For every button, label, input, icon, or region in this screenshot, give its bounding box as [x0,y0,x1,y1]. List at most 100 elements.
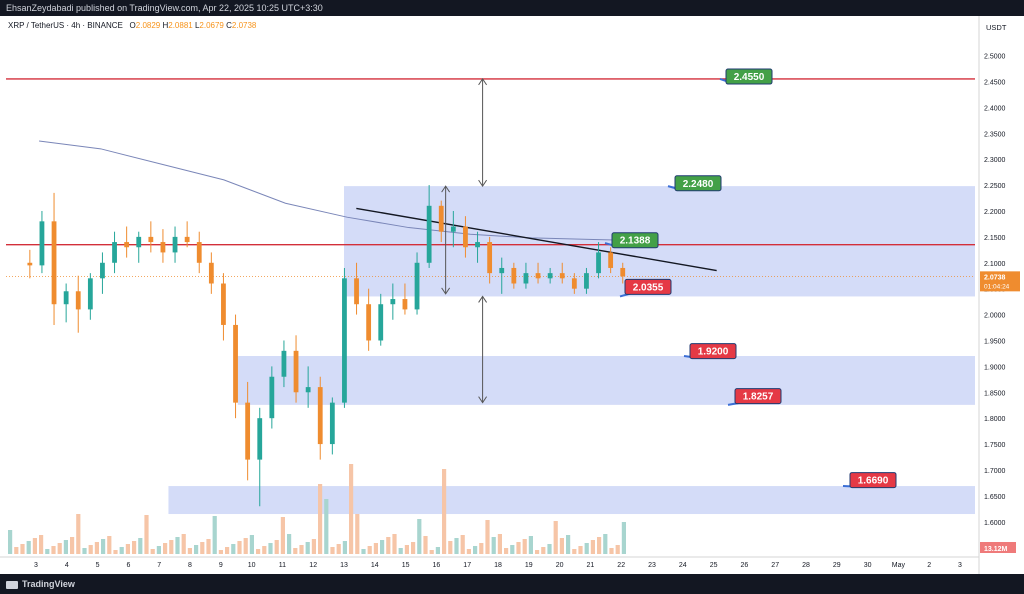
volume-bar [609,548,614,554]
volume-bar [442,469,447,554]
volume-bar [504,548,509,554]
price-label-text: 1.8257 [743,392,774,403]
volume-bar [20,544,25,554]
y-tick-label: 2.4500 [984,79,1006,86]
axis-unit: USDT [986,23,1007,32]
volume-bar [386,537,391,554]
symbol-name: XRP / TetherUS · 4h · BINANCE [8,21,123,30]
published-header: EhsanZeydabadi published on TradingView.… [0,0,1024,16]
x-tick-label: 10 [248,562,256,569]
volume-bar [70,537,75,554]
countdown-text: 01:04:24 [984,283,1010,290]
y-tick-label: 2.1000 [984,261,1006,268]
volume-bar [63,540,68,554]
candle-body [475,242,480,248]
footer-bar: TradingView [0,574,1024,594]
volume-bar [299,545,304,554]
volume-bar [26,541,31,554]
volume-bar [225,547,230,554]
x-tick-label: 19 [525,562,533,569]
volume-bar [200,542,205,554]
y-tick-label: 2.1500 [984,235,1006,242]
candle-body [257,418,263,460]
candle-body [221,283,226,325]
volume-bar [88,545,93,554]
published-text: EhsanZeydabadi published on TradingView.… [6,3,323,13]
price-label-text: 1.9200 [698,347,729,358]
candle-body [100,262,105,279]
price-label-box [611,232,659,249]
volume-bar [280,517,285,554]
volume-tag [980,542,1016,553]
candle-body [366,304,372,341]
volume-bar [597,537,602,554]
candle-body [112,242,117,263]
tradingview-logo[interactable]: TradingView [6,574,75,594]
x-tick-label: 4 [65,562,69,569]
candle-body [305,387,311,393]
x-tick-label: 7 [157,562,161,569]
volume-bar [293,548,298,554]
volume-bar [311,539,316,554]
volume-bar [144,515,149,554]
volume-bar [566,535,571,554]
x-tick-label: 13 [340,562,348,569]
volume-bar [572,549,577,554]
candle-body [281,350,287,377]
x-tick-label: 21 [587,562,595,569]
moving-average-line [39,140,656,242]
volume-bar [392,534,397,554]
measure-arrow-head-bottom [478,396,488,404]
open-label: O [129,21,136,30]
volume-bar [411,542,416,554]
volume-bar [578,546,583,554]
y-tick-label: 1.9500 [984,338,1006,345]
volume-bar [429,550,434,554]
x-tick-label: 25 [710,562,718,569]
candle-body [584,273,589,289]
x-tick-label: 6 [126,562,130,569]
measure-arrow-head-top [441,185,451,193]
volume-bar [535,550,540,554]
volume-bar [45,549,50,554]
measure-arrow-head-bottom [478,179,488,188]
candle-body [511,267,517,284]
volume-bar [101,539,106,554]
candle-body [124,242,130,248]
candle-body [196,242,202,263]
x-tick-label: 3 [34,562,38,569]
price-label-box [624,278,672,295]
brand-text: TradingView [22,579,75,589]
y-tick-label: 1.8000 [984,416,1006,423]
candle-body [547,273,553,279]
volume-bar [274,540,279,554]
x-tick-label: 2 [927,562,931,569]
price-chart[interactable]: 2.4550 2.2480 2.1388 2.0355 1.9200 1.8257 1.66… [0,16,1024,574]
candle-body [354,278,359,305]
candle-body [148,236,154,243]
y-tick-label: 1.6500 [984,494,1006,501]
volume-bar [119,547,124,554]
volume-bar [218,550,223,554]
price-label-text: 2.2480 [683,179,714,190]
price-label-text: 2.1388 [620,236,651,247]
volume-bar [547,544,552,554]
volume-bar [113,550,118,554]
volume-bar [212,516,217,554]
x-tick-label: May [892,562,906,569]
candle-body [75,291,81,310]
x-tick-label: 24 [679,562,687,569]
x-tick-label: 22 [617,562,625,569]
volume-bar [287,534,292,554]
y-tick-label: 1.6000 [984,520,1006,527]
y-tick-label: 2.4000 [984,105,1006,112]
volume-bar [510,545,515,554]
x-tick-label: 12 [309,562,317,569]
volume-bar [336,544,341,554]
volume-bar [163,543,168,554]
price-label-text: 2.4550 [734,72,765,83]
symbol-legend: XRP / TetherUS · 4h · BINANCE O2.0829 H2… [8,21,256,30]
volume-bar [32,538,37,554]
candle-body [571,278,577,289]
candle-body [499,267,505,274]
